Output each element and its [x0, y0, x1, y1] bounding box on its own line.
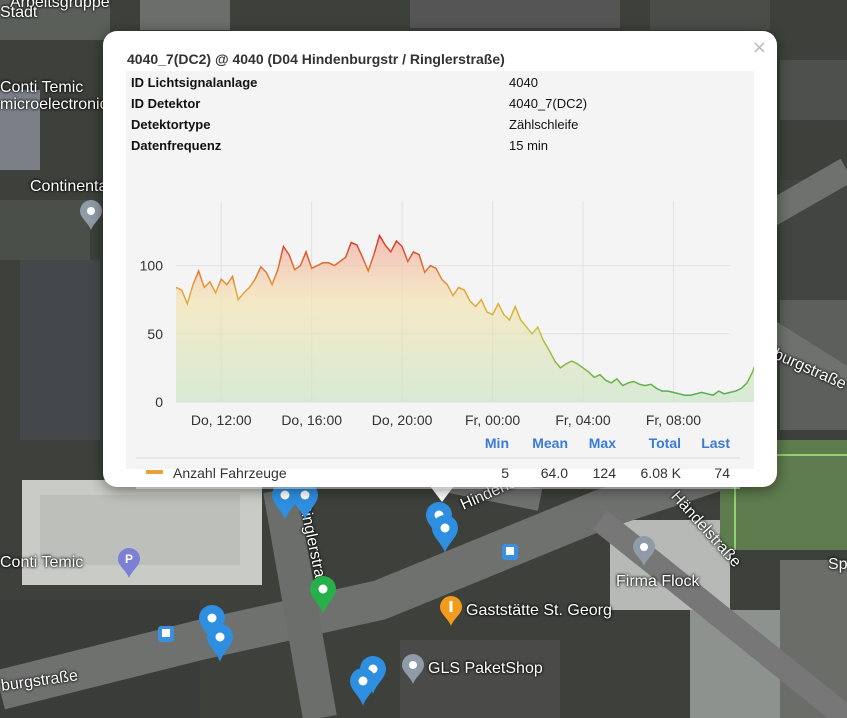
traffic-chart[interactable]: 100 50 0 Do, 12:00 Do, 16:00 Do, 20:00 Fr, 00…	[126, 199, 754, 494]
bus-stop-icon[interactable]	[158, 626, 174, 642]
map-label-continental: Continental	[30, 178, 111, 195]
poi-marker-icon[interactable]	[633, 536, 655, 566]
detector-pin[interactable]	[272, 482, 298, 520]
info-value: Zählschleife	[509, 117, 579, 132]
bus-stop-icon[interactable]	[502, 544, 518, 560]
x-tick-label: Do, 20:00	[372, 412, 433, 428]
stats-header-last[interactable]: Last	[701, 435, 730, 451]
x-tick-label: Fr, 04:00	[555, 412, 610, 428]
parking-icon[interactable]: P	[118, 548, 140, 578]
popup-content: ID Lichtsignalanlage 4040 ID Detektor 40…	[126, 71, 754, 489]
svg-text:P: P	[125, 552, 133, 566]
info-value: 4040	[509, 75, 538, 90]
map-label-firma-flock: Firma Flock	[616, 573, 700, 590]
x-tick-label: Fr, 08:00	[646, 412, 701, 428]
y-tick-label: 50	[147, 326, 163, 342]
selected-detector-pin[interactable]	[310, 576, 336, 614]
map-label-microelectronic: microelectronic	[0, 96, 108, 113]
detector-pin[interactable]	[292, 482, 318, 520]
info-key: Datenfrequenz	[131, 138, 222, 153]
info-value: 15 min	[509, 138, 549, 153]
info-row: ID Detektor 4040_7(DC2)	[131, 96, 751, 116]
stats-header-total[interactable]: Total	[649, 435, 681, 451]
x-tick-label: Do, 12:00	[191, 412, 252, 428]
legend-series-name[interactable]: Anzahl Fahrzeuge	[173, 465, 287, 481]
popup-pointer	[430, 486, 454, 502]
restaurant-icon[interactable]	[440, 596, 462, 626]
stats-header-max[interactable]: Max	[589, 435, 616, 451]
x-tick-label: Fr, 00:00	[465, 412, 520, 428]
detector-pin[interactable]	[350, 668, 376, 706]
map-label-gaststaette: Gaststätte St. Georg	[466, 602, 612, 619]
map-label-stadt: Stadt	[0, 4, 38, 21]
map-label-sp: Sp	[828, 556, 847, 573]
y-tick-label: 0	[155, 394, 163, 410]
info-key: Detektortype	[131, 117, 211, 132]
map-label-conti-temic-south: Conti Temic	[0, 554, 84, 571]
x-tick-label: Do, 16:00	[281, 412, 342, 428]
info-row: ID Lichtsignalanlage 4040	[131, 75, 751, 95]
info-row: Datenfrequenz 15 min	[131, 138, 751, 158]
close-icon[interactable]: ×	[751, 37, 767, 58]
map-label-gls-paketshop: GLS PaketShop	[428, 660, 543, 677]
info-value: 4040_7(DC2)	[509, 96, 588, 111]
detector-pin[interactable]	[432, 515, 458, 553]
info-row: Detektortype Zählschleife	[131, 117, 751, 137]
legend-swatch	[146, 470, 163, 474]
stats-value-mean: 64.0	[541, 465, 568, 481]
stats-value-total: 6.08 K	[641, 465, 682, 481]
stats-value-last: 74	[714, 465, 730, 481]
shopping-icon[interactable]	[402, 654, 424, 684]
map-label-conti-temic: Conti Temic	[0, 79, 84, 96]
series-line-anzahl-fahrzeuge	[175, 233, 754, 397]
chart-area	[176, 235, 754, 402]
stats-header-mean[interactable]: Mean	[532, 435, 568, 451]
stats-value-min: 5	[501, 465, 509, 481]
map-label-arbeitsgruppe: Arbeitsgruppe	[10, 0, 110, 11]
detector-pin[interactable]	[207, 624, 233, 662]
poi-marker-icon[interactable]	[80, 200, 102, 230]
detector-pin[interactable]	[199, 605, 225, 643]
stats-value-max: 124	[593, 465, 617, 481]
popup-title: 4040_7(DC2) @ 4040 (D04 Hindenburgstr / …	[127, 51, 505, 67]
y-tick-label: 100	[140, 258, 164, 274]
info-key: ID Lichtsignalanlage	[131, 75, 258, 90]
info-key: ID Detektor	[131, 96, 201, 111]
detector-popup: × 4040_7(DC2) @ 4040 (D04 Hindenburgstr …	[103, 31, 777, 489]
stats-header-min[interactable]: Min	[485, 435, 509, 451]
